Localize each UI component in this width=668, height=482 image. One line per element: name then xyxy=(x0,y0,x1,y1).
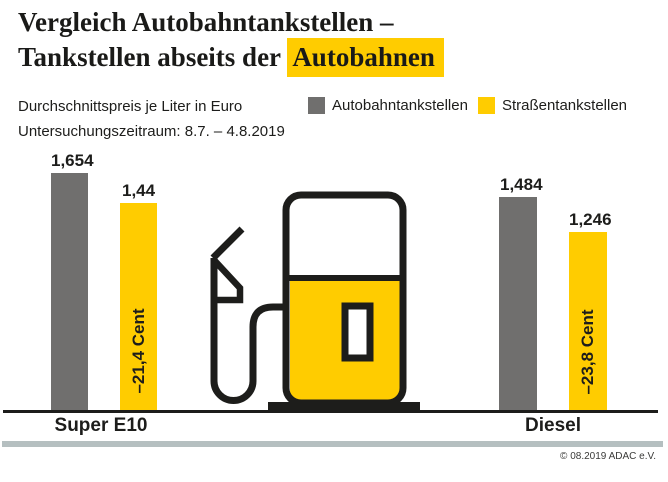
x-axis-line xyxy=(3,410,658,413)
bar-diesel-autobahn xyxy=(499,197,537,410)
title-line1: Vergleich Autobahntankstellen – xyxy=(18,7,394,37)
period-label: Untersuchungszeitraum: 8.7. – 4.8.2019 xyxy=(18,123,285,140)
legend-label-strasse: Straßentankstellen xyxy=(501,97,628,114)
legend-swatch-yellow-icon xyxy=(477,97,495,114)
difference-label-supere10: –21,4 Cent xyxy=(129,308,148,394)
title-line2-prefix: Tankstellen abseits der xyxy=(18,42,288,72)
bar-diesel-strasse xyxy=(569,232,607,410)
fuel-pump-icon xyxy=(210,191,420,411)
value-label-diesel-strasse: 1,246 xyxy=(569,210,612,229)
category-label-supere10: Super E10 xyxy=(54,415,148,436)
bar-supere10-strasse xyxy=(120,203,157,410)
value-label-supere10-autobahn: 1,654 xyxy=(51,151,94,170)
difference-label-diesel: –23,8 Cent xyxy=(578,309,597,395)
metric-label: Durchschnittspreis je Liter in Euro xyxy=(18,98,243,115)
value-label-supere10-strasse: 1,44 xyxy=(122,181,156,200)
legend-item-autobahn: Autobahntankstellen xyxy=(308,97,468,114)
chart-subtitle: Durchschnittspreis je Liter in Euro Unte… xyxy=(18,94,285,144)
legend-item-strasse: Straßentankstellen xyxy=(477,97,628,114)
legend-swatch-gray-icon xyxy=(308,97,325,114)
bottom-divider xyxy=(2,441,663,447)
chart-legend: Autobahntankstellen Straßentankstellen xyxy=(308,97,627,114)
title-line2-highlight: Autobahnen xyxy=(287,38,444,77)
value-label-diesel-autobahn: 1,484 xyxy=(500,175,543,194)
bar-supere10-autobahn xyxy=(51,173,88,410)
page-title: Vergleich Autobahntankstellen – Tankstel… xyxy=(18,5,444,77)
category-label-diesel: Diesel xyxy=(525,415,581,436)
legend-label-autobahn: Autobahntankstellen xyxy=(332,97,468,114)
copyright-text: © 08.2019 ADAC e.V. xyxy=(560,451,656,462)
